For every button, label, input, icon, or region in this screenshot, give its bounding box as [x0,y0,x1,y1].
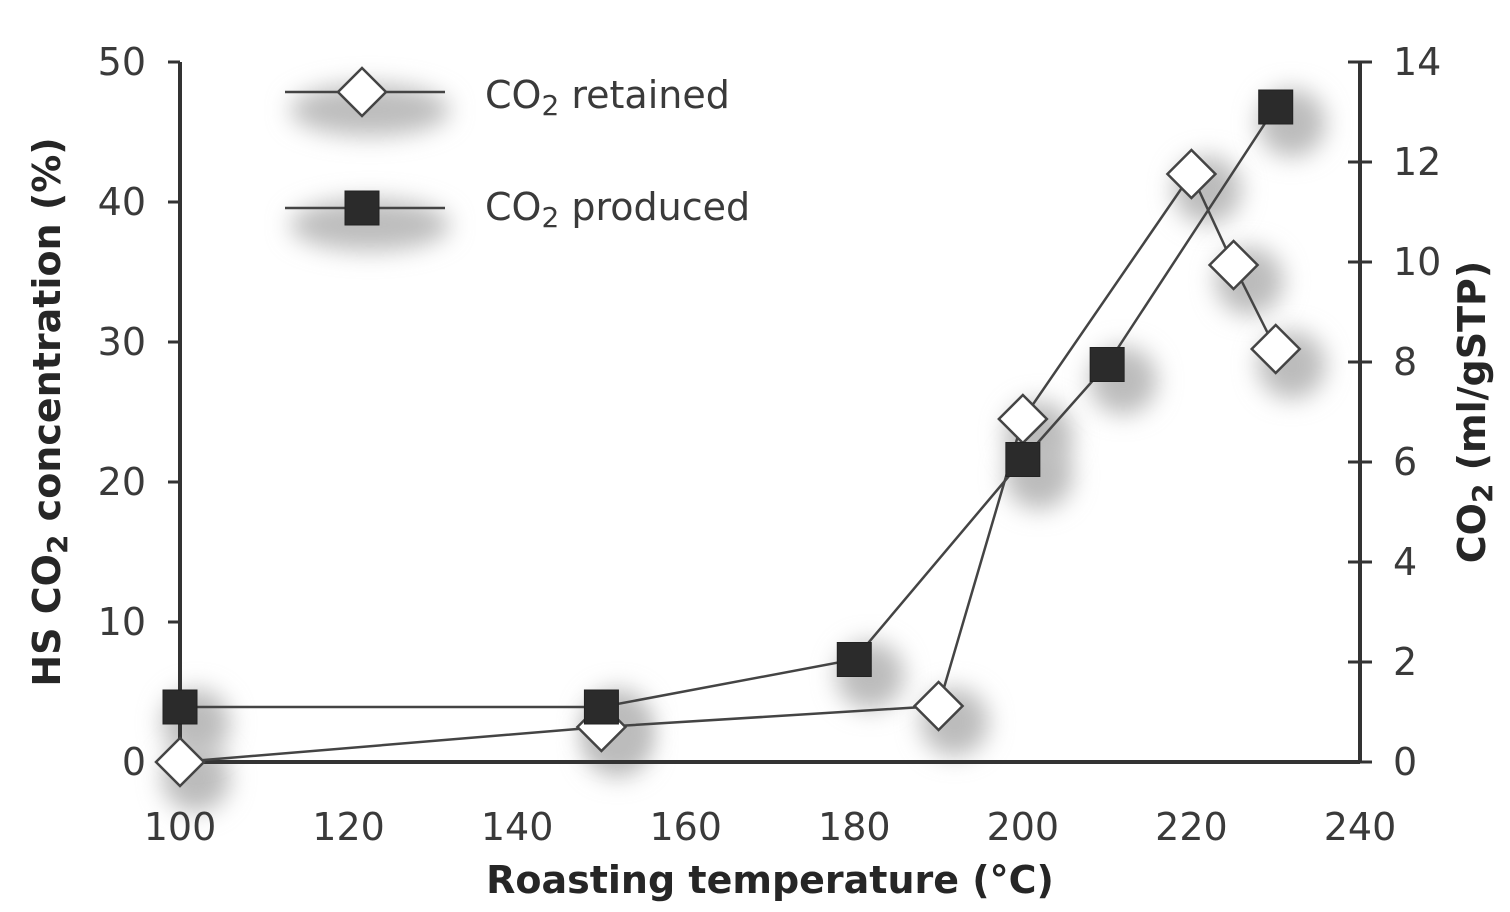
right-y-tick-label: 4 [1393,540,1417,584]
left-y-tick-label: 10 [98,600,146,644]
legend-retained-label: CO2 retained [485,73,730,122]
series-1-point [162,689,198,725]
series-0-point [912,680,965,732]
x-axis-title: Roasting temperature (°C) [486,858,1054,902]
left-y-tick-label: 20 [98,460,146,504]
right-y-tick-label: 0 [1393,740,1417,784]
series-1-point [836,642,872,677]
x-tick-label: 160 [649,805,722,849]
legend-produced-label: CO2 produced [485,185,750,234]
series-0-point [1165,148,1218,200]
left-y-axis-title: HS CO2 concentration (%) [25,137,74,686]
series [154,89,1302,788]
legend-retained-marker [336,66,388,118]
x-tick-label: 200 [987,805,1060,849]
series-1-point [1258,89,1294,125]
left-y-tick-label: 50 [98,40,146,84]
right-y-tick-label: 10 [1393,240,1441,284]
x-ticks: 100 120 140 160 180 200 220 240 [144,805,1397,849]
right-y-tick-label: 14 [1393,40,1441,84]
right-y-tick-label: 8 [1393,340,1417,384]
series-1-point [583,689,619,725]
right-y-axis-title: CO2 (ml/gSTP) [1450,261,1499,564]
series-0 [154,148,1302,788]
series-1 [162,89,1294,725]
left-y-tick-label: 0 [122,740,146,784]
series-0-point [1207,239,1260,291]
legend: CO2 retained CO2 produced [285,66,750,251]
right-y-tick-label: 6 [1393,440,1417,484]
left-y-tick-label: 30 [98,320,146,364]
right-y-tick-label: 12 [1393,140,1441,184]
series-0-point [1249,323,1302,375]
x-tick-label: 220 [1155,805,1228,849]
x-tick-label: 100 [144,805,217,849]
legend-retained-shadow [290,84,450,136]
right-y-ticks: 0 2 4 6 8 10 12 14 [1348,40,1441,784]
series-1-point [1089,347,1125,382]
x-tick-label: 140 [481,805,554,849]
legend-produced-marker [344,190,380,226]
series-1-point [1005,442,1041,477]
left-y-ticks: 0 10 20 30 40 50 [98,40,180,784]
series-0-point [154,736,206,788]
x-tick-label: 120 [312,805,385,849]
series-0-line [179,171,1277,764]
series-1-line [180,106,1277,709]
left-y-tick-label: 40 [98,180,146,224]
right-y-tick-label: 2 [1393,640,1417,684]
x-tick-label: 180 [818,805,891,849]
x-tick-label: 240 [1324,805,1397,849]
